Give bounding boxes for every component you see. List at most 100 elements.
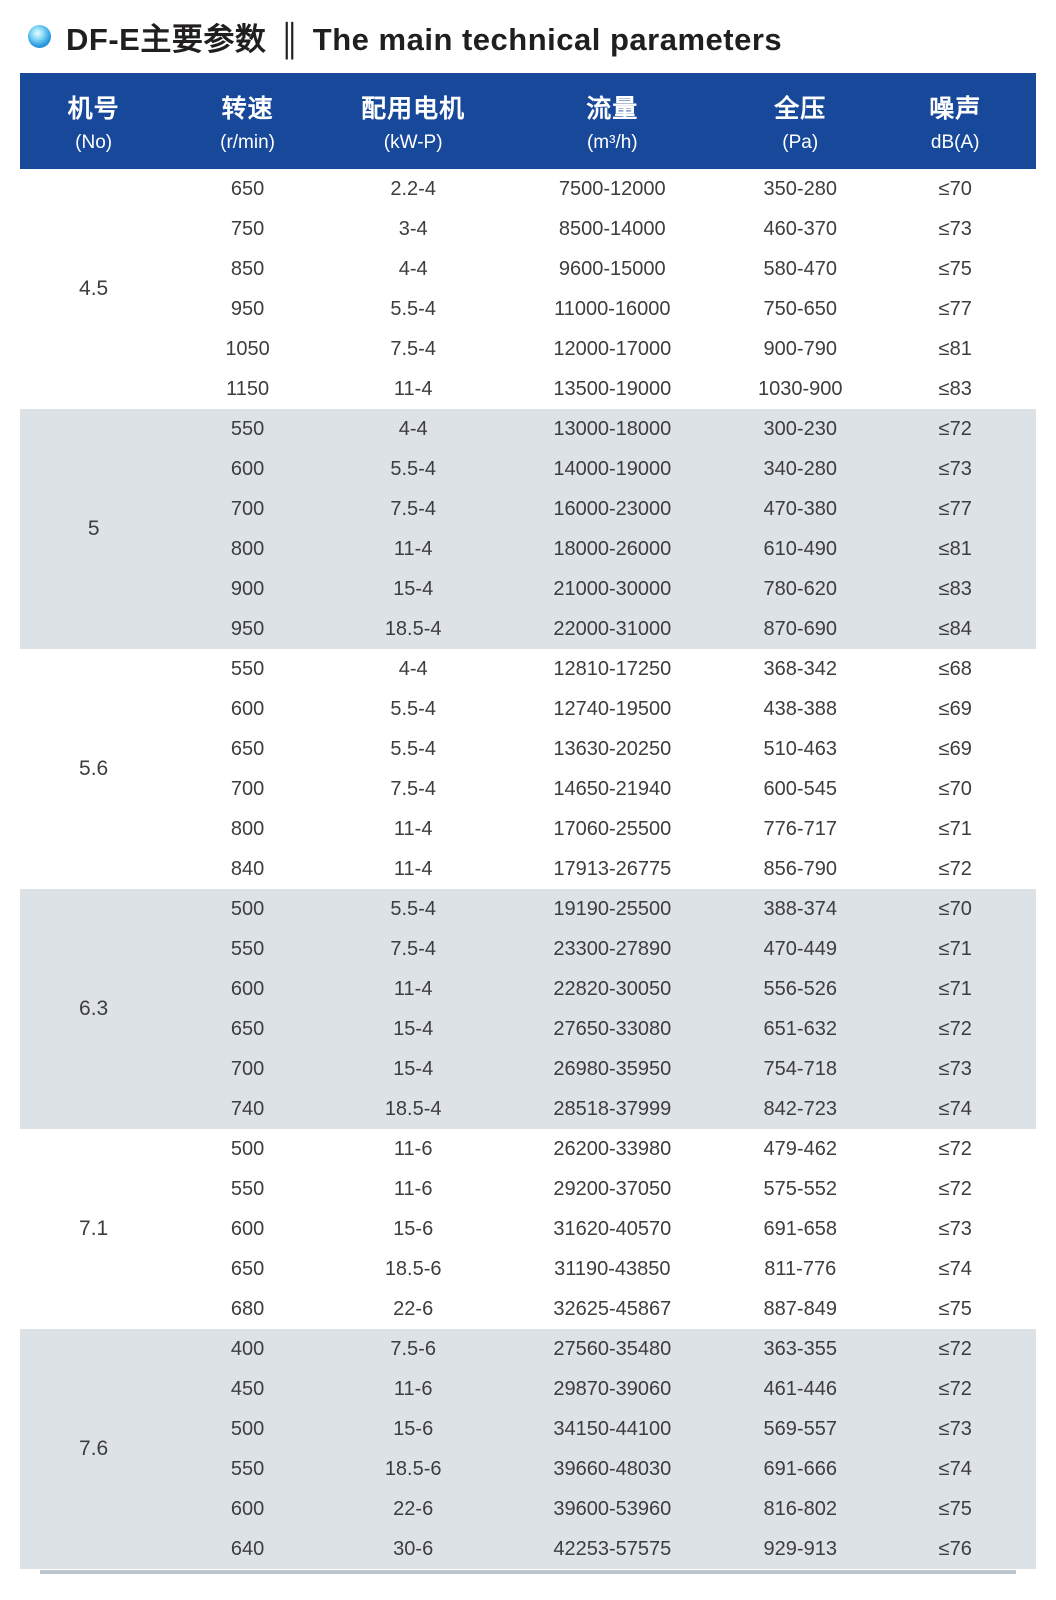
- flow-cell: 8500-14000: [498, 209, 727, 249]
- noise-cell: ≤72: [874, 1369, 1036, 1409]
- table-row: 5.6 550 4-4 12810-17250 368-342 ≤68: [20, 649, 1036, 889]
- noise-cell: ≤73: [874, 1049, 1036, 1089]
- table-row: 5 550 4-4 13000-18000 300-230 ≤72: [20, 409, 1036, 649]
- noise-cell: ≤68: [874, 649, 1036, 689]
- header-pressure: 全压 (Pa): [726, 73, 875, 169]
- parameters-table-wrap: 机号 (No) 转速 (r/min) 配用电机 (kW-P) 流量 (m³/h): [20, 73, 1036, 1574]
- noise-cell: ≤73: [874, 1409, 1036, 1449]
- flow-cell: 11000-16000: [498, 289, 727, 329]
- motor-cell: 3-4: [327, 209, 499, 249]
- noise-cell: ≤83: [874, 369, 1036, 409]
- motor-cell: 4-4: [327, 409, 499, 449]
- flow-cell: 29200-37050: [498, 1169, 727, 1209]
- noise-cell: ≤75: [874, 1289, 1036, 1329]
- table-row: 640 30-6 42253-57575 929-913 ≤76: [20, 1529, 1036, 1569]
- pressure-cell: 870-690: [726, 609, 875, 649]
- table-row: 600 22-6 39600-53960 816-802 ≤75: [20, 1489, 1036, 1529]
- motor-cell: 18.5-4: [327, 609, 499, 649]
- flow-cell: 23300-27890: [498, 929, 727, 969]
- flow-cell: 29870-39060: [498, 1369, 727, 1409]
- motor-cell: 2.2-4: [327, 169, 499, 209]
- flow-cell: 31620-40570: [498, 1209, 727, 1249]
- header-motor: 配用电机 (kW-P): [327, 73, 499, 169]
- speed-cell: 840: [167, 849, 328, 889]
- noise-cell: ≤83: [874, 569, 1036, 609]
- flow-cell: 7500-12000: [498, 169, 727, 209]
- noise-cell: ≤76: [874, 1529, 1036, 1569]
- motor-cell: 11-4: [327, 849, 499, 889]
- speed-cell: 950: [167, 609, 328, 649]
- speed-cell: 600: [167, 969, 328, 1009]
- motor-cell: 15-4: [327, 1009, 499, 1049]
- flow-cell: 34150-44100: [498, 1409, 727, 1449]
- noise-cell: ≤73: [874, 1209, 1036, 1249]
- table-row: 6.3 500 5.5-4 19190-25500 388-374 ≤70: [20, 889, 1036, 1129]
- machine-no-cell: 5: [20, 409, 168, 649]
- table-row: 1150 11-4 13500-19000 1030-900 ≤83: [20, 369, 1036, 409]
- motor-cell: 22-6: [327, 1289, 499, 1329]
- speed-cell: 740: [167, 1089, 328, 1129]
- table-row: 650 18.5-6 31190-43850 811-776 ≤74: [20, 1249, 1036, 1289]
- pressure-cell: 438-388: [726, 689, 875, 729]
- flow-cell: 9600-15000: [498, 249, 727, 289]
- table-row: 900 15-4 21000-30000 780-620 ≤83: [20, 569, 1036, 609]
- parameters-table: 机号 (No) 转速 (r/min) 配用电机 (kW-P) 流量 (m³/h): [20, 73, 1036, 1569]
- pressure-cell: 569-557: [726, 1409, 875, 1449]
- pressure-cell: 816-802: [726, 1489, 875, 1529]
- table-bottom-edge: [40, 1570, 1016, 1574]
- speed-cell: 600: [167, 449, 328, 489]
- bullet-icon: [28, 25, 51, 48]
- speed-cell: 750: [167, 209, 328, 249]
- page-title: DF-E主要参数 ║ The main technical parameters: [66, 14, 782, 59]
- pressure-cell: 651-632: [726, 1009, 875, 1049]
- table-row: 450 11-6 29870-39060 461-446 ≤72: [20, 1369, 1036, 1409]
- pressure-cell: 368-342: [726, 649, 875, 689]
- speed-cell: 700: [167, 1049, 328, 1089]
- motor-cell: 5.5-4: [327, 289, 499, 329]
- motor-cell: 7.5-4: [327, 489, 499, 529]
- noise-cell: ≤74: [874, 1449, 1036, 1489]
- machine-no-cell: 6.3: [20, 889, 168, 1129]
- pressure-cell: 470-380: [726, 489, 875, 529]
- flow-cell: 39600-53960: [498, 1489, 727, 1529]
- noise-cell: ≤71: [874, 929, 1036, 969]
- pressure-cell: 575-552: [726, 1169, 875, 1209]
- noise-cell: ≤69: [874, 729, 1036, 769]
- speed-cell: 800: [167, 529, 328, 569]
- pressure-cell: 600-545: [726, 769, 875, 809]
- table-row: 1050 7.5-4 12000-17000 900-790 ≤81: [20, 329, 1036, 369]
- speed-cell: 600: [167, 1489, 328, 1529]
- motor-cell: 15-4: [327, 1049, 499, 1089]
- pressure-cell: 479-462: [726, 1129, 875, 1169]
- motor-cell: 22-6: [327, 1489, 499, 1529]
- speed-cell: 500: [167, 889, 328, 929]
- table-row: 650 15-4 27650-33080 651-632 ≤72: [20, 1009, 1036, 1049]
- pressure-cell: 776-717: [726, 809, 875, 849]
- pressure-cell: 691-658: [726, 1209, 875, 1249]
- noise-cell: ≤72: [874, 1169, 1036, 1209]
- flow-cell: 12740-19500: [498, 689, 727, 729]
- table-row: 700 15-4 26980-35950 754-718 ≤73: [20, 1049, 1036, 1089]
- motor-cell: 4-4: [327, 649, 499, 689]
- table-row: 600 5.5-4 14000-19000 340-280 ≤73: [20, 449, 1036, 489]
- flow-cell: 14650-21940: [498, 769, 727, 809]
- noise-cell: ≤75: [874, 1489, 1036, 1529]
- noise-cell: ≤81: [874, 529, 1036, 569]
- motor-cell: 5.5-4: [327, 729, 499, 769]
- page-title-en: The main technical parameters: [312, 22, 783, 57]
- table-row: 950 18.5-4 22000-31000 870-690 ≤84: [20, 609, 1036, 649]
- speed-cell: 640: [167, 1529, 328, 1569]
- flow-cell: 42253-57575: [498, 1529, 727, 1569]
- machine-no-cell: 4.5: [20, 169, 168, 409]
- motor-cell: 15-4: [327, 569, 499, 609]
- pressure-cell: 510-463: [726, 729, 875, 769]
- speed-cell: 450: [167, 1369, 328, 1409]
- speed-cell: 700: [167, 489, 328, 529]
- speed-cell: 550: [167, 649, 328, 689]
- motor-cell: 5.5-4: [327, 449, 499, 489]
- motor-cell: 4-4: [327, 249, 499, 289]
- table-row: 600 15-6 31620-40570 691-658 ≤73: [20, 1209, 1036, 1249]
- noise-cell: ≤72: [874, 1129, 1036, 1169]
- noise-cell: ≤81: [874, 329, 1036, 369]
